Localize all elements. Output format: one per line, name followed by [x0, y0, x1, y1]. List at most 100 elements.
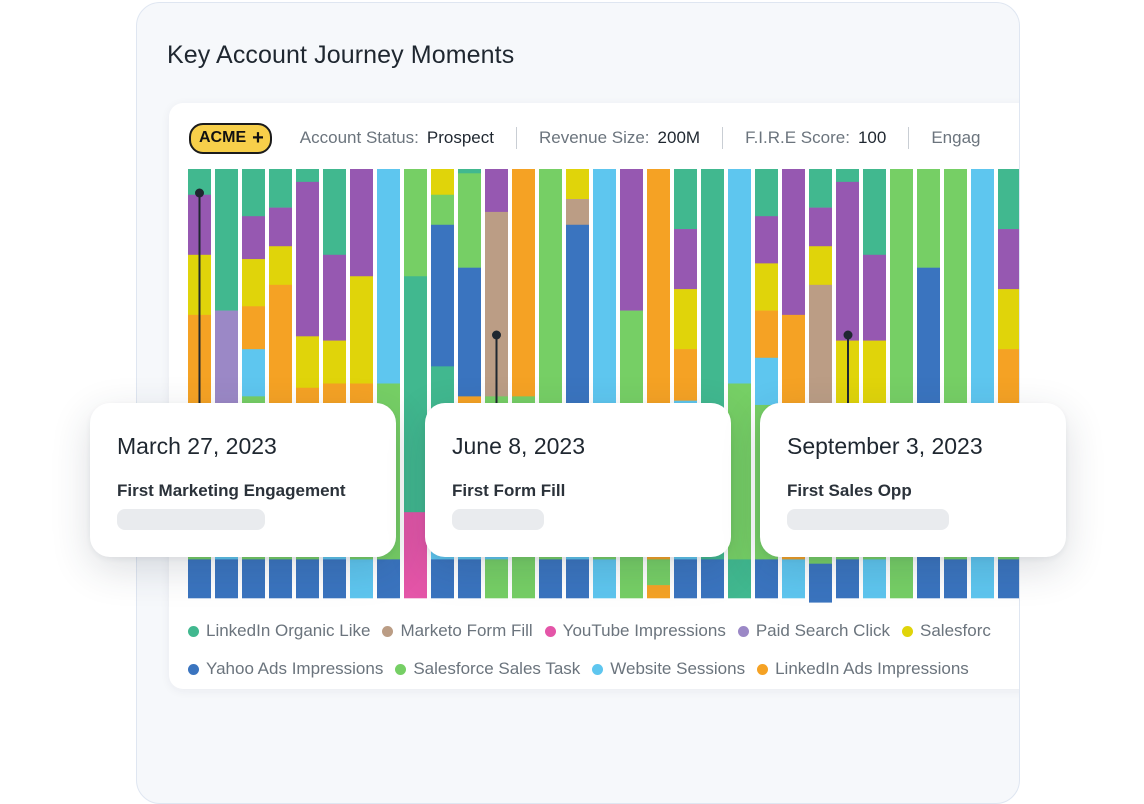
bar-segment [647, 585, 670, 599]
bar-segment [755, 357, 778, 406]
bar-segment [674, 169, 697, 230]
moment-date: March 27, 2023 [117, 433, 277, 459]
bar-segment [458, 169, 481, 174]
stat-label: Revenue Size: [538, 128, 650, 147]
bar-segment [350, 276, 373, 384]
logo-text: ACME [199, 129, 247, 146]
bar-segment [242, 559, 265, 599]
legend-label: Salesforc [920, 621, 991, 640]
legend-label: LinkedIn Ads Impressions [775, 659, 969, 678]
bar-segment [242, 169, 265, 217]
bar-segment [566, 559, 589, 599]
bar-segment [917, 559, 940, 599]
bar-segment [512, 559, 535, 599]
bar-segment [944, 559, 967, 599]
bar-segment [971, 559, 994, 599]
stat-value: Prospect [426, 128, 494, 147]
stat-value: 200M [657, 128, 701, 147]
bar-segment [566, 224, 589, 419]
moment-card[interactable]: September 3, 2023 First Sales Opp [760, 403, 1066, 557]
legend-swatch [757, 663, 769, 675]
legend-swatch [188, 663, 199, 675]
bar-segment [836, 559, 859, 599]
skeleton-placeholder [787, 509, 949, 530]
bar-segment [350, 559, 373, 599]
bar-segment [188, 169, 211, 196]
bar-segment [647, 559, 670, 586]
bar-segment [485, 211, 508, 397]
bar-segment [269, 246, 292, 286]
bar-segment [539, 559, 562, 599]
bar-segment [998, 229, 1019, 290]
legend-label: Salesforce Sales Task [413, 659, 581, 678]
bar-segment [242, 259, 265, 307]
stat-label: Engag [931, 128, 981, 147]
legend-item[interactable]: Website Sessions [592, 659, 745, 679]
bar-segment [323, 254, 346, 341]
bar-segment [755, 169, 778, 217]
bar-segment [782, 169, 805, 316]
plus-icon: + [252, 127, 264, 149]
bar-segment [458, 559, 481, 599]
skeleton-placeholder [117, 509, 265, 530]
bar-segment [566, 169, 589, 200]
bar-segment [890, 559, 913, 599]
legend-swatch [737, 625, 749, 637]
bar-segment [620, 559, 643, 599]
bar-segment [593, 169, 616, 470]
bar-segment [269, 169, 292, 208]
stat-label: Account Status: [299, 128, 419, 147]
legend-item[interactable]: Paid Search Click [737, 621, 890, 641]
legend-item[interactable]: Salesforce Sales Task [395, 659, 580, 679]
bar-segment [512, 169, 535, 397]
bar-segment [485, 169, 508, 213]
marker-dot [843, 330, 853, 340]
moment-date: June 8, 2023 [452, 433, 586, 459]
legend-label: Marketo Form Fill [400, 621, 533, 640]
legend-label: Yahoo Ads Impressions [206, 659, 384, 678]
bar-segment [755, 310, 778, 359]
moment-label: First Sales Opp [787, 481, 912, 500]
bar-segment [863, 254, 886, 341]
bar-segment [377, 559, 400, 599]
stat-label: F.I.R.E Score: [745, 128, 850, 147]
stat-engagement: Engag [931, 128, 988, 148]
page-title: Key Account Journey Moments [167, 41, 515, 69]
legend-item[interactable]: Marketo Form Fill [382, 621, 533, 641]
legend-item[interactable]: LinkedIn Ads Impressions [757, 659, 969, 679]
bar-segment [458, 267, 481, 397]
bar-segment [998, 169, 1019, 230]
bar-segment [728, 559, 751, 599]
bar-segment [242, 216, 265, 260]
bar-segment [836, 169, 859, 183]
bar-segment [566, 199, 589, 226]
moment-card[interactable]: March 27, 2023 First Marketing Engagemen… [90, 403, 396, 557]
bar-segment [269, 284, 292, 427]
bar-segment [296, 559, 319, 599]
acme-logo: ACME + [189, 122, 272, 154]
bar-segment [188, 559, 211, 599]
legend-swatch [188, 625, 199, 637]
bar-segment [404, 276, 427, 513]
legend-item[interactable]: LinkedIn Organic Like [188, 621, 370, 641]
legend-item[interactable]: Salesforc [902, 621, 991, 641]
bar-segment [242, 306, 265, 350]
marker-dot [195, 188, 204, 198]
chart-legend: LinkedIn Organic Like Marketo Form Fill Yo… [188, 621, 1019, 679]
bar-segment [323, 340, 346, 384]
bar-segment [215, 559, 238, 599]
moment-date: September 3, 2023 [787, 433, 983, 459]
stat-account-status: Account Status: Prospect [300, 128, 494, 148]
skeleton-placeholder [452, 509, 544, 530]
chart-card: ACME + Account Status: Prospect Revenue … [169, 103, 1019, 689]
legend-swatch [544, 625, 556, 637]
legend-item[interactable]: YouTube Impressions [544, 621, 726, 641]
moment-card[interactable]: June 8, 2023 First Form Fill [425, 403, 731, 557]
bar-segment [215, 169, 238, 311]
bar-segment [269, 207, 292, 247]
bar-segment [728, 169, 751, 384]
legend-label: LinkedIn Organic Like [206, 621, 371, 640]
legend-label: Website Sessions [610, 659, 746, 678]
bar-segment [998, 289, 1019, 350]
legend-item[interactable]: Yahoo Ads Impressions [188, 659, 383, 679]
